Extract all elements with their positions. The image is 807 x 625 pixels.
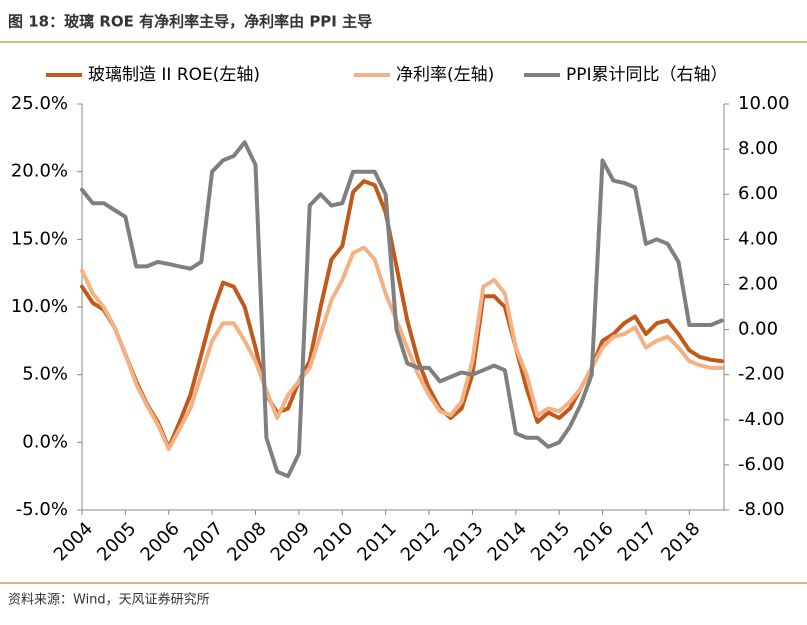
x-tick-label: 2016 [570, 518, 617, 565]
x-tick-label: 2018 [657, 518, 704, 565]
y2-tick-label: 2.00 [738, 273, 778, 294]
legend-label: 净利率(左轴) [396, 65, 494, 85]
x-tick-label: 2009 [267, 518, 314, 565]
y2-tick-label: -4.00 [738, 409, 785, 430]
y2-tick-label: 6.00 [738, 183, 778, 204]
y2-tick-label: -2.00 [738, 364, 785, 385]
y-tick-label: 25.0% [11, 93, 68, 114]
y-tick-label: 20.0% [11, 161, 68, 182]
x-tick-label: 2011 [353, 518, 400, 565]
source-note: 资料来源：Wind，天风证券研究所 [8, 592, 210, 608]
series-line [80, 179, 724, 450]
legend-label: PPI累计同比（右轴） [566, 65, 728, 85]
series-line [80, 140, 724, 479]
x-tick-label: 2005 [93, 518, 140, 565]
x-tick-label: 2012 [397, 518, 444, 565]
y-tick-label: 15.0% [11, 228, 68, 249]
y-tick-label: 0.0% [22, 431, 68, 452]
series-line [80, 245, 724, 452]
y2-tick-label: -8.00 [738, 499, 785, 520]
x-tick-label: 2017 [614, 518, 661, 565]
x-tick-label: 2004 [50, 518, 97, 565]
x-tick-label: 2014 [484, 518, 531, 565]
y-tick-label: 5.0% [22, 364, 68, 385]
x-tick-label: 2010 [310, 518, 357, 565]
y2-tick-label: 8.00 [738, 138, 778, 159]
x-tick-label: 2006 [137, 518, 184, 565]
x-tick-label: 2008 [223, 518, 270, 565]
chart-title: 图 18：玻璃 ROE 有净利率主导，净利率由 PPI 主导 [8, 13, 372, 31]
x-tick-label: 2007 [180, 518, 227, 565]
x-tick-label: 2013 [440, 518, 487, 565]
y-tick-label: 10.0% [11, 296, 68, 317]
y2-tick-label: 10.00 [738, 93, 790, 114]
y2-tick-label: 0.00 [738, 319, 778, 340]
y2-tick-label: -6.00 [738, 454, 785, 475]
y-tick-label: -5.0% [16, 499, 68, 520]
x-tick-label: 2015 [527, 518, 574, 565]
y2-tick-label: 4.00 [738, 228, 778, 249]
legend-label: 玻璃制造 II ROE(左轴) [88, 65, 260, 85]
